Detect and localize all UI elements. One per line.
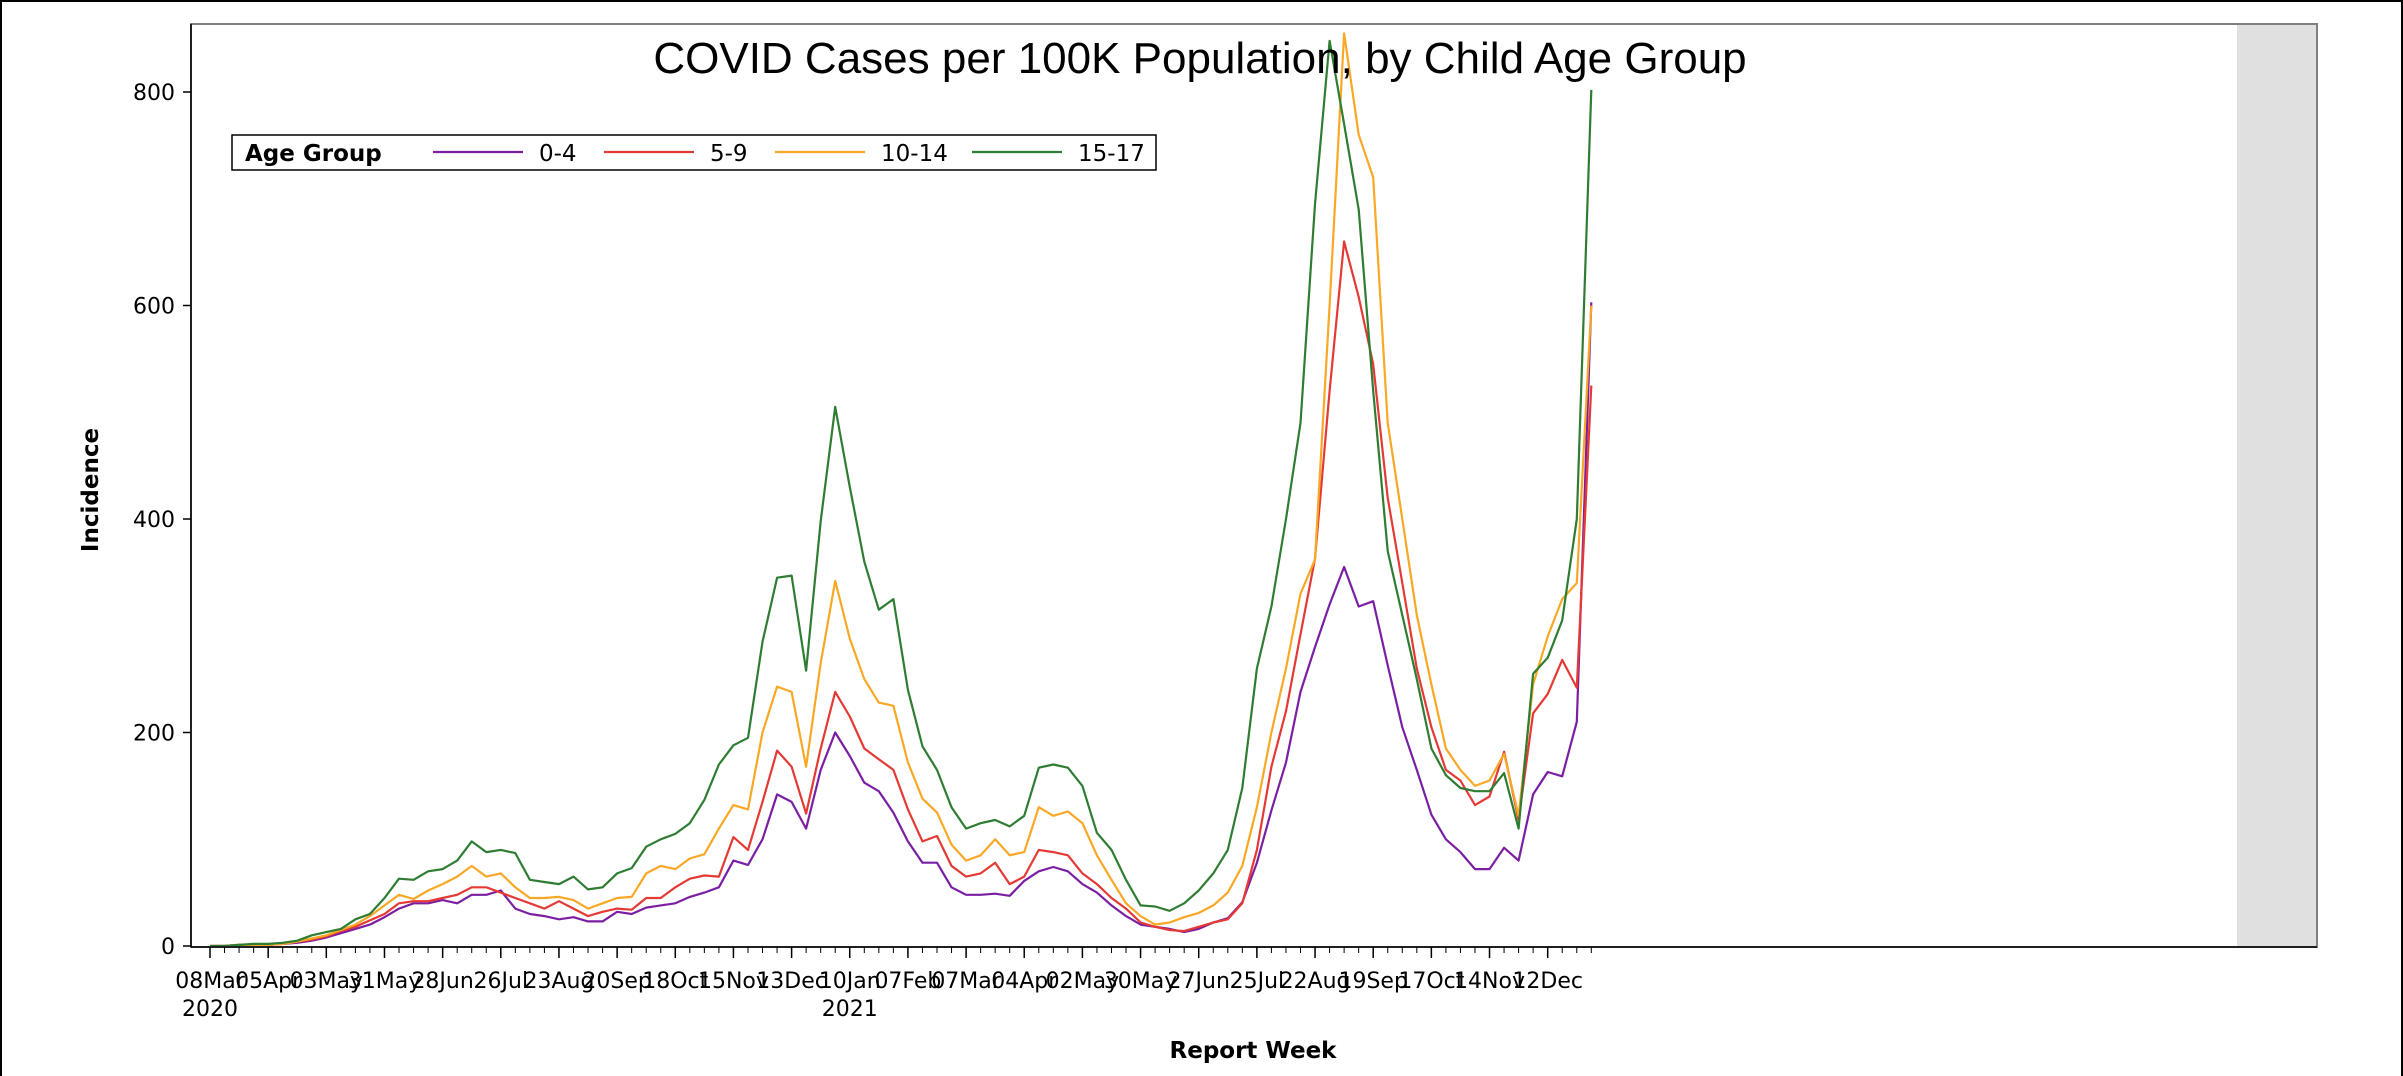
x-tick-label: 08Mar: [175, 969, 245, 994]
x-tick-label: 19Sep: [1338, 969, 1407, 994]
x-tick-label: 05Apr: [235, 969, 302, 994]
legend-title: Age Group: [245, 141, 382, 167]
shaded-projection-region: [2237, 25, 2316, 946]
series-line-5-9: [210, 240, 1593, 948]
x-tick-label: 03May: [290, 969, 363, 994]
y-tick-label: 400: [133, 508, 175, 533]
x-tick-label: 22Aug: [1280, 969, 1351, 994]
plot-background: [191, 24, 2317, 947]
x-tick-label: 27Jun: [1168, 969, 1230, 994]
x-tick-label: 20Sep: [582, 969, 651, 994]
x-tick-label: 07Feb: [874, 969, 941, 994]
x-tick-label: 10Jan: [819, 969, 881, 994]
series-line-10-14: [210, 32, 1593, 948]
series-lines: [210, 25, 2316, 948]
x-tick-label: 17Oct: [1398, 969, 1464, 994]
x-axis-title: Report Week: [1170, 1038, 1338, 1064]
x-tick-label: 13Dec: [756, 969, 827, 994]
legend-label-0-4: 0-4: [539, 141, 577, 167]
y-tick-label: 200: [133, 722, 175, 747]
x-tick-label: 26Jul: [474, 969, 529, 994]
x-tick-label: 25Jul: [1230, 969, 1285, 994]
x-tick-label: 14Nov: [1454, 969, 1525, 994]
x-tick-label: 23Aug: [523, 969, 594, 994]
x-tick-label: 28Jun: [411, 969, 473, 994]
x-tick-label: 15Nov: [698, 969, 769, 994]
x-tick-label: 07Mar: [931, 969, 1001, 994]
series-line-15-17: [210, 39, 1593, 948]
x-tick-label: 2021: [822, 997, 878, 1022]
y-tick-label: 0: [161, 935, 175, 960]
legend-label-15-17: 15-17: [1078, 141, 1145, 167]
x-tick-label: 02May: [1046, 969, 1119, 994]
x-tick-label: 30May: [1104, 969, 1177, 994]
x-tick-label: 12Dec: [1512, 969, 1583, 994]
y-axis-title: Incidence: [78, 428, 104, 552]
shaded-region: [2237, 25, 2316, 946]
x-tick-label: 04Apr: [991, 969, 1058, 994]
y-tick-label: 600: [133, 295, 175, 320]
shaded-region-overlay: [2237, 25, 2316, 946]
legend: Age Group 0-4 5-9 10-14 15-17: [231, 134, 1157, 171]
legend-label-5-9: 5-9: [710, 141, 748, 167]
legend-label-10-14: 10-14: [881, 141, 948, 167]
series-line-0-4: [210, 302, 1593, 948]
y-axis: 0 200 400 600 800: [133, 24, 192, 960]
y-tick-label: 800: [133, 81, 175, 106]
chart-title: COVID Cases per 100K Population, by Chil…: [653, 34, 1746, 83]
x-tick-label: 31May: [348, 969, 421, 994]
x-tick-label: 2020: [182, 997, 238, 1022]
x-tick-label: 18Oct: [642, 969, 708, 994]
